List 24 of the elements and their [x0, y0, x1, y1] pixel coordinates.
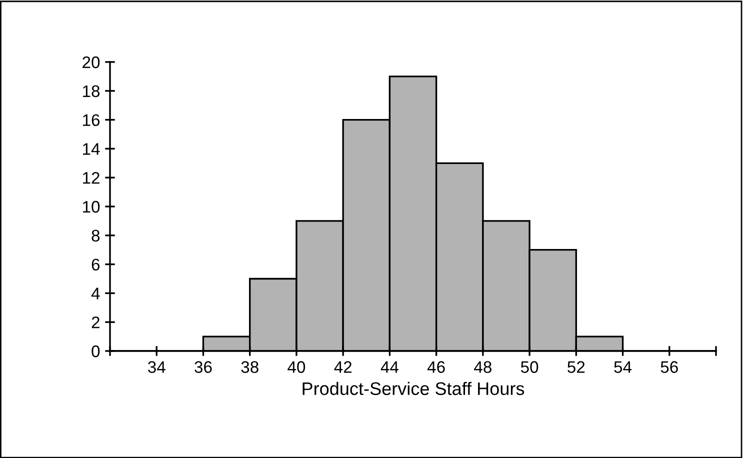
x-tick-label: 56	[660, 361, 678, 373]
x-tick-label: 54	[614, 361, 632, 373]
x-tick-label: 46	[427, 361, 445, 373]
x-tick-label: 40	[288, 361, 306, 373]
y-tick-label: 10	[83, 200, 100, 213]
x-tick-label: 38	[241, 361, 258, 373]
y-tick-label: 20	[82, 56, 100, 68]
y-tick-label: 8	[92, 230, 100, 242]
x-tick-label: 44	[380, 361, 398, 373]
y-tick-label: 4	[91, 288, 100, 300]
x-tick-label: 52	[568, 361, 585, 373]
y-tick-label: 6	[92, 258, 100, 271]
x-tick-label: 48	[474, 361, 492, 373]
y-tick-label: 2	[92, 316, 100, 328]
x-axis-title: Product-Service Staff Hours	[302, 382, 524, 396]
y-tick-label: 18	[83, 85, 100, 98]
x-tick-label: 36	[194, 361, 212, 373]
y-tick-label: 16	[83, 114, 100, 126]
y-tick-label: 14	[83, 143, 100, 155]
x-tick-label: 34	[148, 361, 166, 373]
y-tick-label: 12	[83, 172, 100, 184]
x-tick-label: 50	[520, 361, 538, 373]
x-tick-label: 42	[334, 361, 352, 373]
y-tick-label: 0	[92, 345, 100, 358]
